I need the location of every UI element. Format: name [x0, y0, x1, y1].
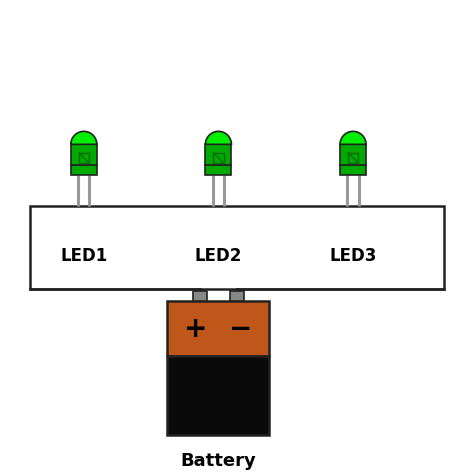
Bar — [167, 356, 270, 436]
Bar — [348, 153, 358, 163]
Bar — [71, 145, 97, 165]
Bar — [193, 291, 207, 301]
Polygon shape — [340, 131, 366, 145]
Text: LED3: LED3 — [329, 247, 377, 265]
Text: LED1: LED1 — [60, 247, 108, 265]
Text: +: + — [184, 315, 208, 343]
Text: Battery: Battery — [181, 452, 256, 470]
Polygon shape — [71, 131, 97, 145]
Bar — [213, 153, 224, 163]
Bar — [340, 145, 366, 165]
Bar — [167, 301, 270, 356]
Bar — [205, 165, 231, 175]
Bar — [340, 165, 366, 175]
Bar — [79, 153, 89, 163]
Polygon shape — [205, 131, 231, 145]
Text: −: − — [229, 315, 253, 343]
Text: LED2: LED2 — [195, 247, 242, 265]
Bar — [230, 291, 244, 301]
Bar — [205, 145, 231, 165]
Bar — [71, 165, 97, 175]
Bar — [30, 206, 444, 289]
